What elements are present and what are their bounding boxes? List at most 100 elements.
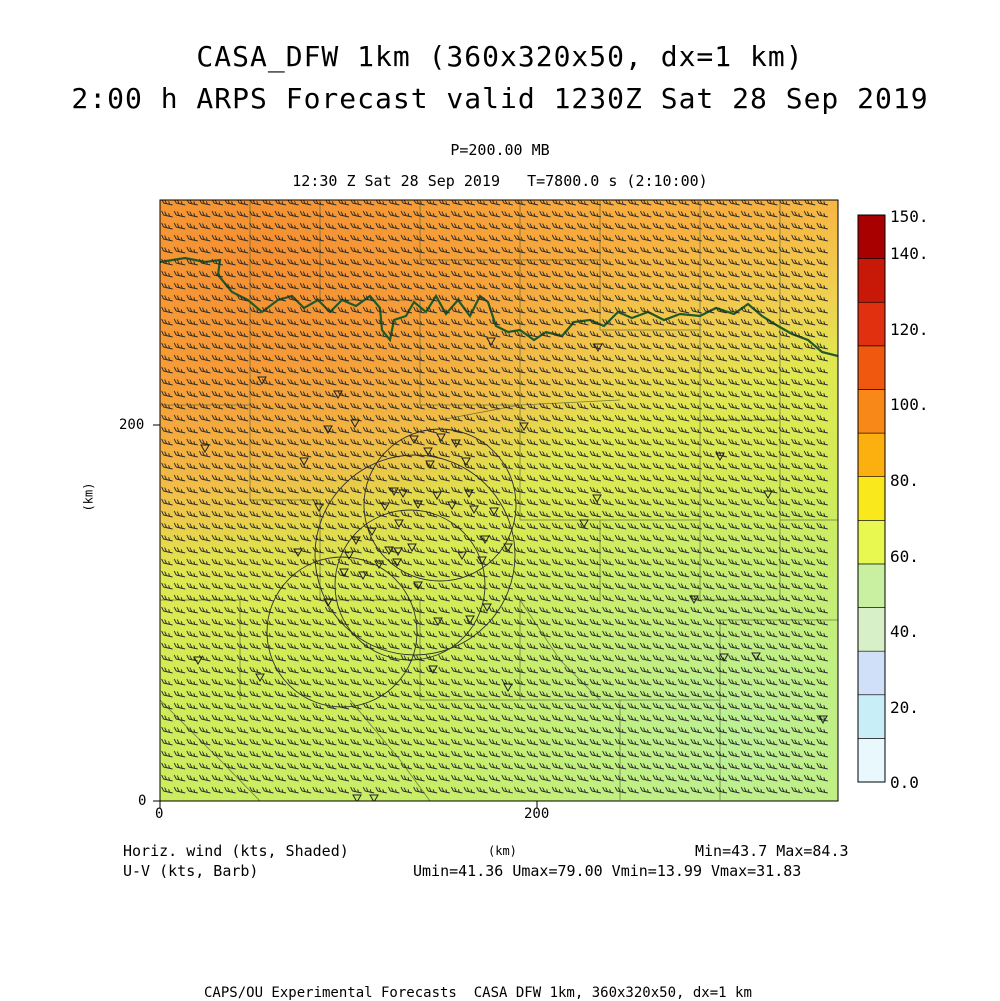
wind-barb bbox=[614, 726, 627, 734]
wind-barb bbox=[602, 330, 614, 338]
wind-barb bbox=[425, 462, 438, 470]
wind-barb bbox=[299, 738, 312, 746]
wind-barb bbox=[299, 678, 312, 686]
wind-barb bbox=[160, 444, 161, 445]
wind-barb bbox=[740, 258, 753, 266]
wind-barb bbox=[803, 582, 816, 590]
wind-barb bbox=[740, 666, 753, 674]
wind-barb bbox=[539, 618, 551, 626]
wind-barb bbox=[350, 318, 362, 326]
wind-barb bbox=[501, 294, 513, 302]
wind-barb bbox=[602, 618, 614, 626]
wind-barb bbox=[224, 450, 236, 458]
wind-barb bbox=[287, 546, 299, 554]
wind-barb bbox=[702, 522, 715, 530]
wind-barb bbox=[198, 234, 211, 242]
wind-barb bbox=[740, 426, 753, 434]
wind-barb bbox=[337, 210, 350, 218]
wind-barb bbox=[539, 210, 551, 218]
wind-barb bbox=[602, 438, 614, 446]
wind-barb bbox=[602, 306, 614, 314]
wind-barb bbox=[438, 498, 450, 506]
wind-barb bbox=[261, 234, 274, 242]
wind-barb bbox=[387, 354, 400, 362]
wind-barb bbox=[526, 534, 539, 542]
wind-barb bbox=[627, 294, 639, 302]
wind-barb bbox=[564, 294, 576, 302]
wind-barb bbox=[488, 582, 501, 590]
wind-barb bbox=[198, 594, 211, 602]
wind-barb bbox=[350, 498, 362, 506]
wind-barb bbox=[438, 330, 450, 338]
wind-barb bbox=[652, 582, 665, 590]
wind-barb bbox=[387, 714, 400, 722]
wind-barb bbox=[161, 498, 173, 506]
wind-barb bbox=[450, 726, 463, 734]
wind-barb bbox=[450, 402, 463, 410]
wind-barb bbox=[539, 678, 551, 686]
wind-barb bbox=[564, 510, 576, 518]
wind-barb bbox=[564, 678, 576, 686]
wind-barb bbox=[715, 462, 728, 470]
wind-barb bbox=[324, 234, 337, 242]
wind-barb bbox=[501, 654, 513, 662]
wind-barb bbox=[652, 534, 665, 542]
wind-barb bbox=[728, 606, 740, 614]
wind-barb bbox=[728, 570, 740, 578]
wind-barb bbox=[791, 702, 803, 710]
wind-barb bbox=[602, 402, 614, 410]
wind-barb bbox=[463, 654, 476, 662]
wind-barb bbox=[602, 642, 614, 650]
wind-barb bbox=[526, 582, 539, 590]
wind-barb bbox=[539, 282, 551, 290]
wind-barb bbox=[614, 354, 627, 362]
colorbar-label-40: 40. bbox=[890, 622, 919, 641]
wind-barb bbox=[778, 534, 791, 542]
wind-barb bbox=[400, 270, 413, 278]
wind-barb bbox=[224, 378, 236, 386]
wind-barb bbox=[652, 714, 665, 722]
wind-barb bbox=[728, 246, 740, 254]
wind-barb bbox=[702, 690, 715, 698]
wind-barb bbox=[602, 702, 614, 710]
wind-barb bbox=[299, 774, 312, 782]
radar-station-marker bbox=[413, 581, 423, 591]
colorbar bbox=[857, 214, 886, 783]
radar-station-marker bbox=[314, 503, 324, 513]
wind-barb bbox=[740, 558, 753, 566]
wind-barb bbox=[677, 750, 690, 758]
wind-barb bbox=[274, 438, 287, 446]
wind-barb bbox=[173, 642, 186, 650]
wind-barb bbox=[236, 366, 249, 374]
wind-barb bbox=[173, 582, 186, 590]
wind-barb bbox=[312, 234, 324, 242]
wind-barb bbox=[476, 762, 488, 770]
wind-barb bbox=[614, 702, 627, 710]
wind-barb bbox=[261, 354, 274, 362]
wind-barb bbox=[299, 246, 312, 254]
wind-barb bbox=[438, 426, 450, 434]
wind-barb bbox=[488, 450, 501, 458]
wind-barb bbox=[589, 642, 602, 650]
wind-barb bbox=[652, 366, 665, 374]
wind-barb bbox=[450, 702, 463, 710]
wind-barb bbox=[539, 570, 551, 578]
wind-barb bbox=[198, 738, 211, 746]
wind-barb bbox=[513, 570, 526, 578]
wind-barb bbox=[375, 378, 387, 386]
wind-barb bbox=[639, 558, 652, 566]
wind-barb bbox=[463, 210, 476, 218]
wind-barb bbox=[312, 378, 324, 386]
wind-barb bbox=[702, 258, 715, 266]
wind-barb bbox=[627, 282, 639, 290]
wind-barb bbox=[173, 594, 186, 602]
wind-barb bbox=[602, 474, 614, 482]
wind-barb bbox=[816, 594, 828, 602]
wind-barb bbox=[640, 200, 652, 206]
wind-barb bbox=[400, 366, 413, 374]
wind-barb bbox=[476, 378, 488, 386]
wind-barb bbox=[160, 456, 161, 457]
wind-barb bbox=[576, 762, 589, 770]
wind-barb bbox=[589, 630, 602, 638]
